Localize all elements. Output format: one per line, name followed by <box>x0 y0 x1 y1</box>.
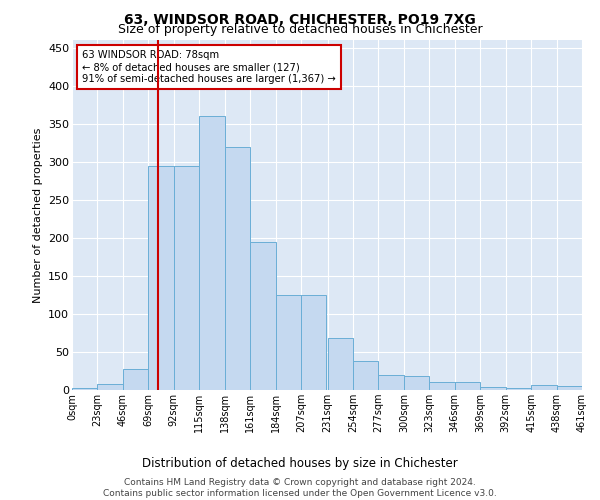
Bar <box>97 384 123 390</box>
Bar <box>224 146 250 390</box>
Bar <box>328 338 353 390</box>
Bar <box>250 242 275 390</box>
Text: Contains HM Land Registry data © Crown copyright and database right 2024.
Contai: Contains HM Land Registry data © Crown c… <box>103 478 497 498</box>
Bar <box>123 368 148 390</box>
Bar <box>301 295 326 390</box>
Bar <box>455 382 480 390</box>
Bar <box>72 388 97 390</box>
Bar <box>174 166 199 390</box>
Bar <box>480 387 506 390</box>
Y-axis label: Number of detached properties: Number of detached properties <box>32 128 43 302</box>
Bar <box>199 116 224 390</box>
Text: 63, WINDSOR ROAD, CHICHESTER, PO19 7XG: 63, WINDSOR ROAD, CHICHESTER, PO19 7XG <box>124 12 476 26</box>
Text: Distribution of detached houses by size in Chichester: Distribution of detached houses by size … <box>142 458 458 470</box>
Bar <box>379 375 404 390</box>
Bar <box>275 295 301 390</box>
Bar <box>148 166 174 390</box>
Bar <box>557 386 582 390</box>
Text: Size of property relative to detached houses in Chichester: Size of property relative to detached ho… <box>118 22 482 36</box>
Bar <box>404 376 430 390</box>
Bar <box>430 382 455 390</box>
Bar <box>506 388 531 390</box>
Bar <box>531 384 557 390</box>
Bar <box>353 361 379 390</box>
Text: 63 WINDSOR ROAD: 78sqm
← 8% of detached houses are smaller (127)
91% of semi-det: 63 WINDSOR ROAD: 78sqm ← 8% of detached … <box>82 50 336 84</box>
